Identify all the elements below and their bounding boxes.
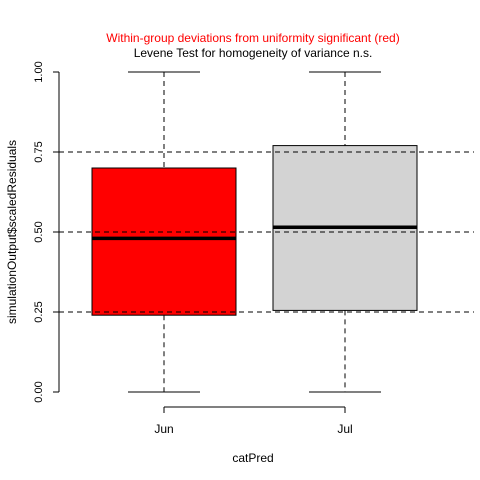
x-tick-label: Jun: [154, 422, 173, 436]
reference-lines: [59, 151, 474, 313]
y-tick-label: 0.00: [33, 381, 45, 402]
x-tick-label: Jul: [337, 422, 352, 436]
x-axis-ticks: Jun Jul: [154, 407, 353, 436]
y-tick-label: 0.75: [33, 141, 45, 162]
x-axis-label: catPred: [232, 451, 273, 465]
y-tick-label: 0.25: [33, 301, 45, 322]
y-tick-label: 1.00: [33, 61, 45, 82]
chart-title-line1: Within-group deviations from uniformity …: [106, 31, 399, 45]
y-tick-label: 0.50: [33, 221, 45, 242]
y-axis-label: simulationOutput$scaledResiduals: [5, 140, 19, 324]
y-axis-ticks: 0.00 0.25 0.50 0.75 1.00: [33, 61, 59, 403]
box-jul: [272, 71, 418, 393]
iqr-box: [91, 167, 237, 316]
box-jun: [91, 71, 237, 393]
chart-title-line2: Levene Test for homogeneity of variance …: [134, 46, 373, 60]
box-plot-area: [91, 71, 418, 393]
